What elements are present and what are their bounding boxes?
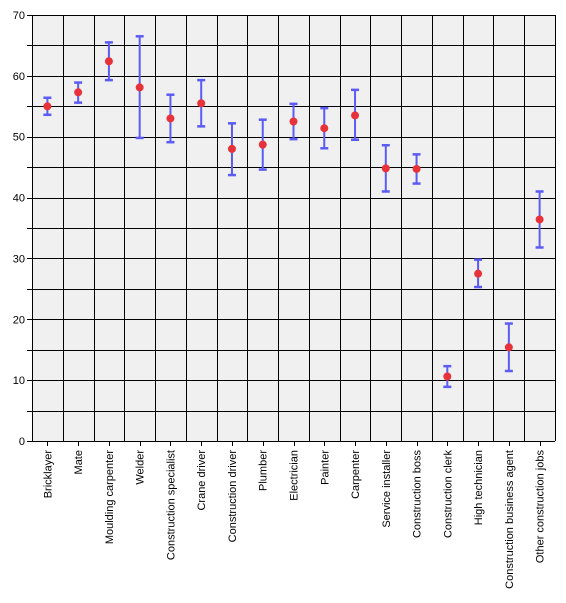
x-category-label: High technician — [473, 450, 485, 525]
mean-point — [197, 99, 206, 108]
mean-point — [443, 372, 452, 381]
x-category-label: Electrician — [289, 450, 301, 501]
marks-layer — [43, 35, 544, 389]
x-category-label: Other construction jobs — [535, 450, 547, 564]
y-tick-label: 40 — [13, 193, 25, 205]
y-tick-label: 50 — [13, 132, 25, 144]
x-category-label: Plumber — [258, 450, 270, 491]
x-category-label: Mate — [73, 450, 85, 474]
x-category-label: Bricklayer — [42, 450, 54, 499]
x-category-label: Construction specialist — [165, 450, 177, 560]
x-category-label: Welder — [135, 450, 147, 485]
x-category-label: Construction business agent — [504, 450, 516, 589]
y-tick-label: 0 — [19, 436, 25, 448]
x-category-label: Crane driver — [196, 450, 208, 511]
x-category-label: Carpenter — [350, 450, 362, 499]
x-category-label: Construction driver — [227, 450, 239, 543]
x-category-label: Painter — [319, 450, 331, 485]
x-category-label: Construction clerk — [442, 450, 454, 539]
mean-point — [289, 117, 298, 126]
mean-point — [351, 111, 360, 120]
x-category-label: Moulding carpenter — [104, 450, 116, 545]
mean-point — [535, 215, 544, 224]
label-layer: 0 10 20 30 40 50 60 70 Bricklayer Mate Moulding ca… — [13, 10, 547, 589]
y-tick-label: 60 — [13, 71, 25, 83]
y-tick-label: 30 — [13, 253, 25, 265]
x-category-label: Construction boss — [412, 450, 424, 539]
mean-point — [43, 102, 52, 111]
y-tick-label: 10 — [13, 375, 25, 387]
mean-point — [412, 164, 421, 173]
mean-point — [320, 124, 329, 133]
mean-point — [74, 88, 83, 97]
mean-point — [381, 164, 390, 173]
axis-layer — [27, 15, 555, 446]
y-tick-label: 20 — [13, 314, 25, 326]
mean-point — [104, 57, 113, 66]
mean-point — [166, 114, 175, 123]
mean-point — [504, 343, 513, 352]
mean-point — [258, 140, 267, 149]
mean-point — [474, 269, 483, 278]
mean-point — [227, 144, 236, 153]
y-tick-label: 70 — [13, 10, 25, 22]
mean-point — [135, 83, 144, 92]
x-category-label: Service installer — [381, 450, 393, 528]
